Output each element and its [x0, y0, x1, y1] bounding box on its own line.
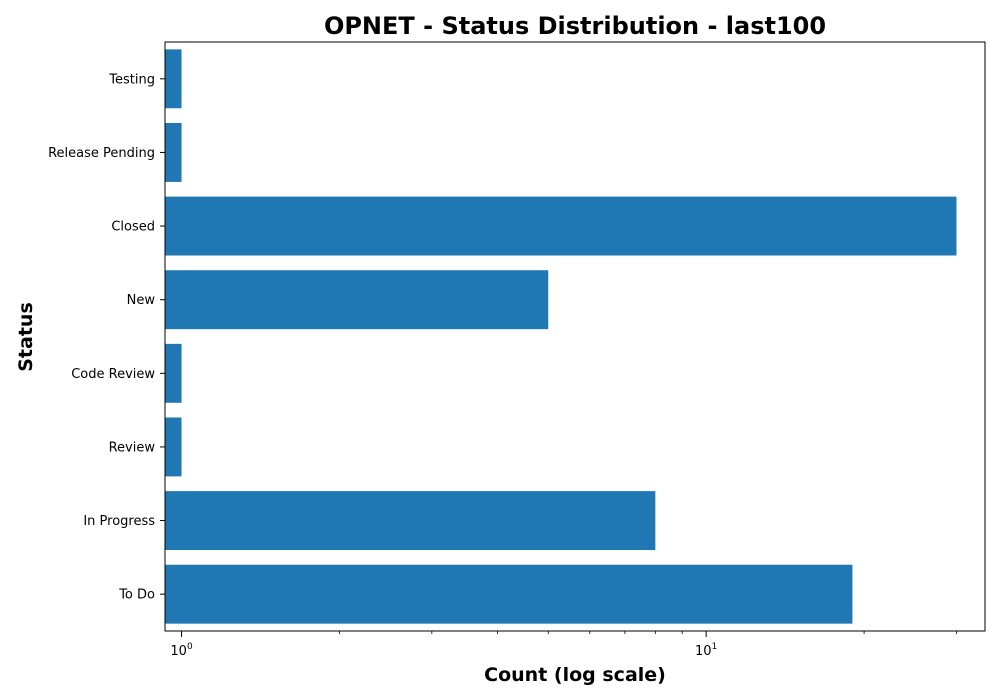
y-tick-label: Code Review: [71, 367, 155, 382]
y-tick-label: In Progress: [83, 514, 155, 529]
bar-review: [165, 417, 182, 476]
y-tick-label: Testing: [108, 72, 155, 87]
y-tick-label: Release Pending: [48, 146, 155, 161]
x-axis-label: Count (log scale): [484, 664, 666, 686]
y-axis: Testing Release Pending Closed New Code Revi…: [48, 72, 165, 602]
y-tick-label: To Do: [118, 588, 155, 603]
bars-group: [165, 49, 956, 623]
bar-testing: [165, 49, 182, 108]
y-axis-label: Status: [15, 302, 37, 372]
y-tick-label: New: [127, 293, 156, 308]
y-tick-label: Review: [109, 440, 156, 455]
y-tick-label: Closed: [111, 220, 155, 235]
bar-closed: [165, 197, 956, 256]
bar-new: [165, 270, 548, 329]
x-tick-label: 101: [695, 642, 717, 659]
bar-to-do: [165, 565, 852, 624]
bar-code-review: [165, 344, 182, 403]
bar-in-progress: [165, 491, 655, 550]
bar-release-pending: [165, 123, 182, 182]
x-axis: 100 101: [170, 631, 956, 659]
chart-title: OPNET - Status Distribution - last100: [324, 12, 826, 40]
x-tick-label: 100: [170, 642, 193, 659]
